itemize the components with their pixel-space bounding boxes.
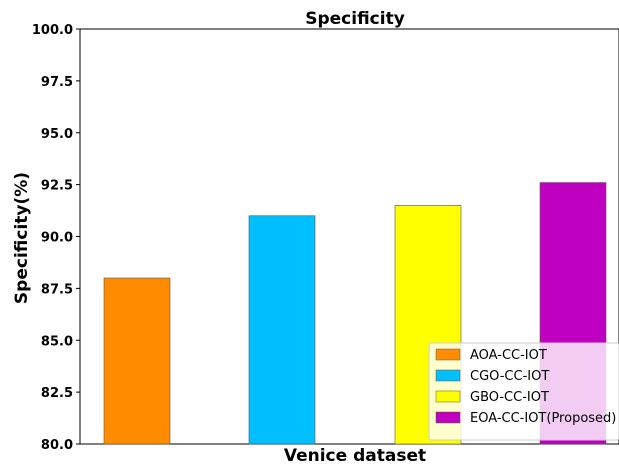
y-tick-label: 95.0	[41, 127, 73, 142]
legend: AOA-CC-IOT CGO-CC-IOT GBO-CC-IOT EOA-CC-IOT…	[428, 342, 619, 441]
legend-label: EOA-CC-IOT(Proposed)	[470, 411, 616, 426]
y-tick-label: 90.0	[41, 231, 73, 246]
legend-swatch	[435, 369, 461, 382]
y-axis-ticks: 80.0 82.5 85.0 87.5 90.0 92.5 95.0 97.5 100.0	[32, 23, 80, 453]
legend-swatch	[435, 390, 461, 403]
y-tick-label: 82.5	[41, 386, 73, 401]
y-axis-label: Specificity(%)	[12, 172, 32, 304]
y-tick-label: 97.5	[41, 75, 73, 90]
legend-label: CGO-CC-IOT	[470, 369, 549, 384]
legend-swatch	[435, 411, 461, 424]
legend-box	[428, 342, 619, 441]
y-tick-label: 100.0	[32, 23, 73, 38]
x-axis-label: Venice dataset	[284, 446, 426, 465]
bar-cgo-cc-iot	[248, 215, 316, 445]
bar-aoa-cc-iot	[103, 277, 171, 445]
y-tick-label: 92.5	[41, 179, 73, 194]
y-tick-label: 80.0	[41, 438, 73, 453]
y-tick-label: 85.0	[41, 334, 73, 349]
y-tick-label: 87.5	[41, 282, 73, 297]
legend-label: GBO-CC-IOT	[470, 390, 549, 405]
legend-label: AOA-CC-IOT	[470, 348, 547, 363]
chart-title: Specificity	[305, 9, 405, 29]
legend-swatch	[435, 348, 461, 361]
